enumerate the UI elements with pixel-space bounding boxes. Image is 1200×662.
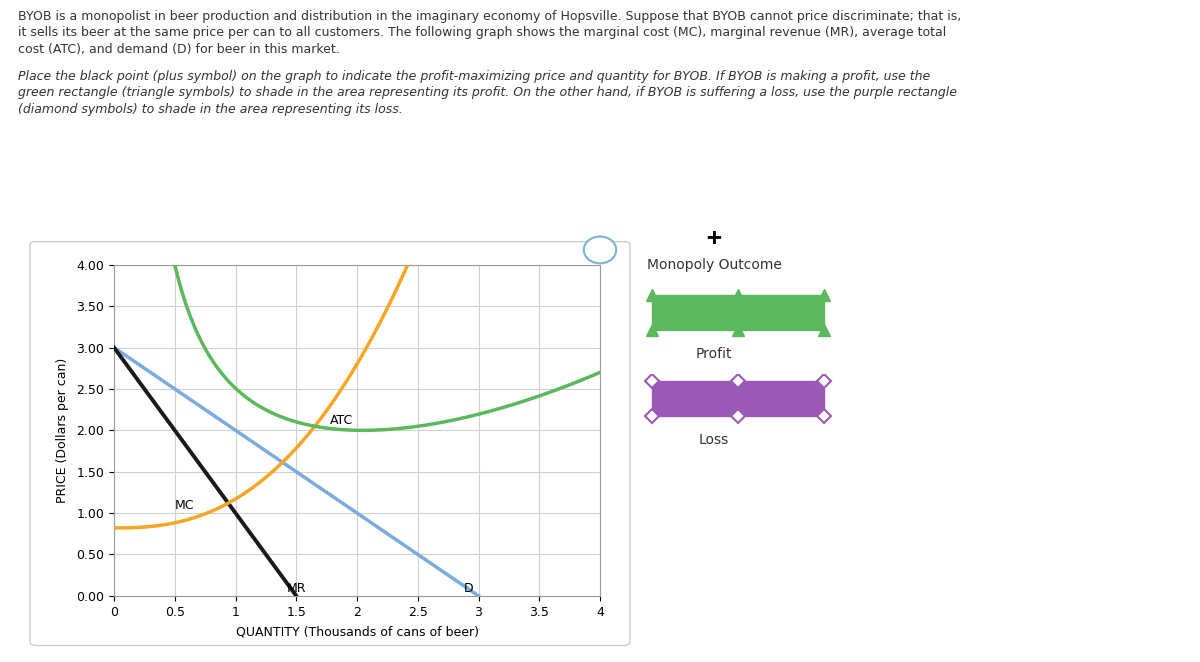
Text: MC: MC: [175, 499, 194, 512]
Circle shape: [583, 236, 617, 263]
Text: ATC: ATC: [330, 414, 354, 427]
Text: +: +: [707, 226, 721, 250]
Text: D: D: [464, 582, 474, 594]
Text: Profit: Profit: [696, 347, 732, 361]
Text: (diamond symbols) to shade in the area representing its loss.: (diamond symbols) to shade in the area r…: [18, 103, 403, 116]
Text: it sells its beer at the same price per can to all customers. The following grap: it sells its beer at the same price per …: [18, 26, 947, 40]
Text: green rectangle (triangle symbols) to shade in the area representing its profit.: green rectangle (triangle symbols) to sh…: [18, 86, 958, 99]
Text: ?: ?: [595, 242, 605, 258]
Text: BYOB is a monopolist in beer production and distribution in the imaginary econom: BYOB is a monopolist in beer production …: [18, 10, 961, 23]
Y-axis label: PRICE (Dollars per can): PRICE (Dollars per can): [56, 357, 70, 503]
Bar: [652, 295, 824, 330]
Text: cost (ATC), and demand (D) for beer in this market.: cost (ATC), and demand (D) for beer in t…: [18, 43, 340, 56]
Text: MR: MR: [287, 582, 306, 594]
Text: Loss: Loss: [698, 433, 730, 448]
Text: Place the black point (plus symbol) on the graph to indicate the profit-maximizi: Place the black point (plus symbol) on t…: [18, 70, 930, 83]
Bar: [652, 381, 824, 416]
X-axis label: QUANTITY (Thousands of cans of beer): QUANTITY (Thousands of cans of beer): [235, 626, 479, 638]
Text: Monopoly Outcome: Monopoly Outcome: [647, 258, 781, 272]
